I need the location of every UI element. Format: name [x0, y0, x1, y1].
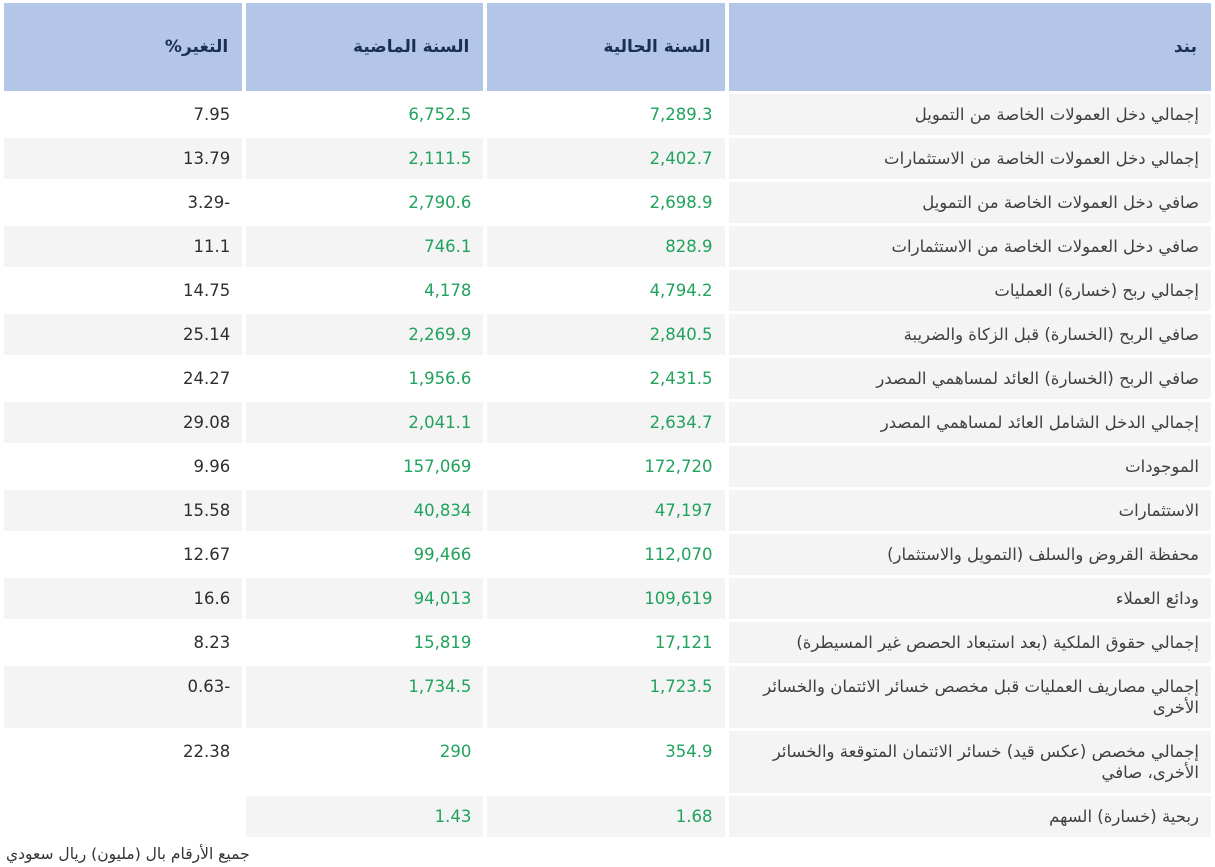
item-cell: إجمالي حقوق الملكية (بعد استبعاد الحصص غ… [728, 622, 1211, 663]
current-year-cell: 109,619 [487, 578, 725, 619]
table-row: محفظة القروض والسلف (التمويل والاستثمار)… [4, 534, 1211, 575]
previous-year-cell: 2,111.5 [246, 138, 484, 179]
previous-year-cell: 2,790.6 [246, 182, 484, 223]
item-cell: ربحية (خسارة) السهم [728, 796, 1211, 837]
item-cell: صافي الربح (الخسارة) العائد لمساهمي المص… [728, 358, 1211, 399]
item-cell: ودائع العملاء [728, 578, 1211, 619]
table-row: الموجودات 172,720 157,069 9.96 [4, 446, 1211, 487]
item-cell: الموجودات [728, 446, 1211, 487]
item-cell: صافي دخل العمولات الخاصة من التمويل [728, 182, 1211, 223]
table-row: إجمالي مصاريف العمليات قبل مخصص خسائر ال… [4, 666, 1211, 728]
item-cell: إجمالي دخل العمولات الخاصة من الاستثمارا… [728, 138, 1211, 179]
previous-year-cell: 1,956.6 [246, 358, 484, 399]
current-year-cell: 1,723.5 [487, 666, 725, 728]
change-cell: 9.96 [4, 446, 243, 487]
previous-year-cell: 6,752.5 [246, 94, 484, 135]
header-row: بند السنة الحالية السنة الماضية التغير% [4, 3, 1211, 91]
item-cell: إجمالي ربح (خسارة) العمليات [728, 270, 1211, 311]
current-year-cell: 828.9 [487, 226, 725, 267]
change-cell: -0.63 [4, 666, 243, 728]
current-year-cell: 4,794.2 [487, 270, 725, 311]
table-row: إجمالي مخصص (عكس قيد) خسائر الائتمان الم… [4, 731, 1211, 793]
previous-year-cell: 40,834 [246, 490, 484, 531]
item-cell: محفظة القروض والسلف (التمويل والاستثمار) [728, 534, 1211, 575]
header-cell-previous-year: السنة الماضية [246, 3, 484, 91]
change-cell: 25.14 [4, 314, 243, 355]
item-cell: إجمالي مصاريف العمليات قبل مخصص خسائر ال… [728, 666, 1211, 728]
header-cell-item: بند [728, 3, 1211, 91]
item-cell: إجمالي دخل العمولات الخاصة من التمويل [728, 94, 1211, 135]
previous-year-cell: 2,041.1 [246, 402, 484, 443]
header-cell-current-year: السنة الحالية [487, 3, 725, 91]
current-year-cell: 112,070 [487, 534, 725, 575]
table-row: إجمالي دخل العمولات الخاصة من التمويل 7,… [4, 94, 1211, 135]
current-year-cell: 2,840.5 [487, 314, 725, 355]
table-row: ودائع العملاء 109,619 94,013 16.6 [4, 578, 1211, 619]
item-cell: إجمالي مخصص (عكس قيد) خسائر الائتمان الم… [728, 731, 1211, 793]
current-year-cell: 7,289.3 [487, 94, 725, 135]
previous-year-cell: 157,069 [246, 446, 484, 487]
table-row: صافي الربح (الخسارة) العائد لمساهمي المص… [4, 358, 1211, 399]
change-cell: 7.95 [4, 94, 243, 135]
previous-year-cell: 746.1 [246, 226, 484, 267]
current-year-cell: 1.68 [487, 796, 725, 837]
item-cell: صافي دخل العمولات الخاصة من الاستثمارات [728, 226, 1211, 267]
change-cell: 8.23 [4, 622, 243, 663]
table-row: صافي دخل العمولات الخاصة من الاستثمارات … [4, 226, 1211, 267]
change-cell: 22.38 [4, 731, 243, 793]
current-year-cell: 2,402.7 [487, 138, 725, 179]
previous-year-cell: 1.43 [246, 796, 484, 837]
previous-year-cell: 94,013 [246, 578, 484, 619]
previous-year-cell: 99,466 [246, 534, 484, 575]
current-year-cell: 2,698.9 [487, 182, 725, 223]
change-cell [4, 796, 243, 837]
change-cell: 29.08 [4, 402, 243, 443]
change-cell: 16.6 [4, 578, 243, 619]
change-cell: 24.27 [4, 358, 243, 399]
change-cell: 13.79 [4, 138, 243, 179]
financial-comparison-table: بند السنة الحالية السنة الماضية التغير% … [4, 3, 1211, 837]
change-cell: -3.29 [4, 182, 243, 223]
previous-year-cell: 2,269.9 [246, 314, 484, 355]
previous-year-cell: 15,819 [246, 622, 484, 663]
table-row: الاستثمارات 47,197 40,834 15.58 [4, 490, 1211, 531]
item-cell: إجمالي الدخل الشامل العائد لمساهمي المصد… [728, 402, 1211, 443]
current-year-cell: 2,431.5 [487, 358, 725, 399]
change-cell: 11.1 [4, 226, 243, 267]
table-row: إجمالي دخل العمولات الخاصة من الاستثمارا… [4, 138, 1211, 179]
table-row: إجمالي الدخل الشامل العائد لمساهمي المصد… [4, 402, 1211, 443]
header-cell-change-percent: التغير% [4, 3, 243, 91]
table-row: إجمالي حقوق الملكية (بعد استبعاد الحصص غ… [4, 622, 1211, 663]
previous-year-cell: 290 [246, 731, 484, 793]
previous-year-cell: 4,178 [246, 270, 484, 311]
change-cell: 15.58 [4, 490, 243, 531]
table-body: إجمالي دخل العمولات الخاصة من التمويل 7,… [4, 94, 1211, 837]
current-year-cell: 47,197 [487, 490, 725, 531]
change-cell: 14.75 [4, 270, 243, 311]
item-cell: الاستثمارات [728, 490, 1211, 531]
table-row: ربحية (خسارة) السهم 1.68 1.43 [4, 796, 1211, 837]
table-row: إجمالي ربح (خسارة) العمليات 4,794.2 4,17… [4, 270, 1211, 311]
table-header: بند السنة الحالية السنة الماضية التغير% [4, 3, 1211, 91]
change-cell: 12.67 [4, 534, 243, 575]
current-year-cell: 2,634.7 [487, 402, 725, 443]
current-year-cell: 17,121 [487, 622, 725, 663]
previous-year-cell: 1,734.5 [246, 666, 484, 728]
units-footnote: جميع الأرقام بال (مليون) ريال سعودي [0, 840, 1215, 867]
item-cell: صافي الربح (الخسارة) قبل الزكاة والضريبة [728, 314, 1211, 355]
current-year-cell: 354.9 [487, 731, 725, 793]
table-row: صافي دخل العمولات الخاصة من التمويل 2,69… [4, 182, 1211, 223]
current-year-cell: 172,720 [487, 446, 725, 487]
table-row: صافي الربح (الخسارة) قبل الزكاة والضريبة… [4, 314, 1211, 355]
